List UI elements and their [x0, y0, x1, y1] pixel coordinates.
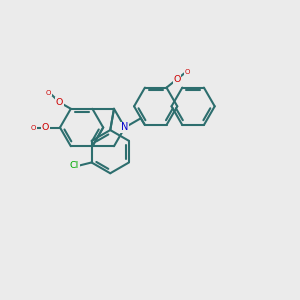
Text: O: O	[173, 75, 181, 84]
Text: Cl: Cl	[70, 161, 79, 170]
Text: N: N	[121, 122, 128, 133]
Text: O: O	[42, 123, 49, 132]
Text: O: O	[31, 124, 36, 130]
Text: O: O	[56, 98, 63, 107]
Text: O: O	[185, 69, 190, 75]
Text: O: O	[46, 90, 51, 96]
